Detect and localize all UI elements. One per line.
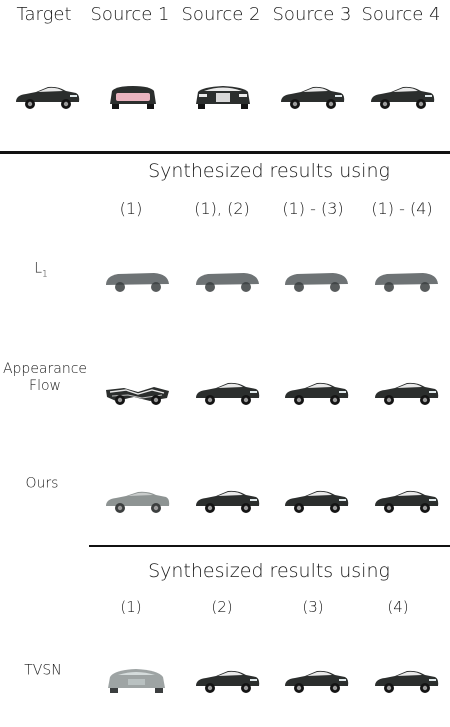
appearance-flow-result-3 (283, 376, 349, 406)
section1-heading: Synthesized results using (148, 160, 390, 182)
row-label-tvsn: TVSN (24, 662, 62, 679)
source-1-car-image (100, 80, 166, 110)
section1-subhead-3: (1) - (3) (282, 199, 344, 218)
car-picture (285, 490, 349, 513)
tvsn-result-2 (194, 664, 260, 694)
car-picture (106, 273, 169, 292)
tvsn-result-1 (104, 664, 170, 694)
header-source-2: Source 2 (181, 4, 261, 25)
car-picture (285, 670, 349, 693)
header-target: Target (16, 4, 72, 25)
appearance-flow-result-1 (104, 376, 170, 406)
section2-subhead-3: (3) (302, 598, 324, 616)
row-label-appearance-flow: Appearance Flow (2, 361, 88, 394)
target-car-image (14, 80, 80, 110)
tvsn-result-3 (283, 664, 349, 694)
l1-result-2 (194, 264, 260, 294)
source-4-car-image (369, 80, 435, 110)
car-picture (281, 86, 345, 109)
car-picture (196, 382, 260, 405)
ours-result-3 (283, 484, 349, 514)
car-picture (16, 86, 80, 109)
header-source-1: Source 1 (90, 4, 170, 25)
appearance-flow-result-2 (194, 376, 260, 406)
car-picture (196, 670, 260, 693)
car-picture (108, 669, 165, 693)
header-source-3: Source 3 (272, 4, 352, 25)
section1-subhead-1: (1) (119, 199, 143, 218)
car-picture (371, 86, 435, 109)
row-label-l1: L1 (34, 260, 48, 280)
car-picture (375, 382, 439, 405)
ours-result-1 (104, 484, 170, 514)
section2-subhead-1: (1) (120, 598, 142, 616)
tvsn-result-4 (373, 664, 439, 694)
row-label-ours: Ours (25, 475, 59, 492)
section2-subhead-4: (4) (387, 598, 409, 616)
section-divider-thick (0, 151, 450, 154)
car-picture (196, 490, 260, 513)
section1-subhead-2: (1), (2) (194, 199, 250, 218)
car-picture (106, 491, 170, 513)
car-picture (375, 490, 439, 513)
car-picture (106, 387, 169, 405)
header-source-4: Source 4 (361, 4, 441, 25)
ours-result-2 (194, 484, 260, 514)
car-picture (196, 86, 250, 109)
l1-result-4 (373, 264, 439, 294)
appearance-flow-result-4 (373, 376, 439, 406)
section1-subhead-4: (1) - (4) (371, 199, 433, 218)
car-picture (375, 273, 438, 292)
section-divider-thin (89, 545, 450, 547)
l1-result-1 (104, 264, 170, 294)
car-picture (196, 273, 259, 292)
car-picture (285, 382, 349, 405)
car-picture (285, 273, 348, 292)
ours-result-4 (373, 484, 439, 514)
car-picture (110, 86, 156, 109)
section2-heading: Synthesized results using (148, 560, 390, 582)
l1-result-3 (283, 264, 349, 294)
source-3-car-image (279, 80, 345, 110)
car-picture (375, 670, 439, 693)
section2-subhead-2: (2) (211, 598, 233, 616)
source-2-car-image (190, 80, 256, 110)
